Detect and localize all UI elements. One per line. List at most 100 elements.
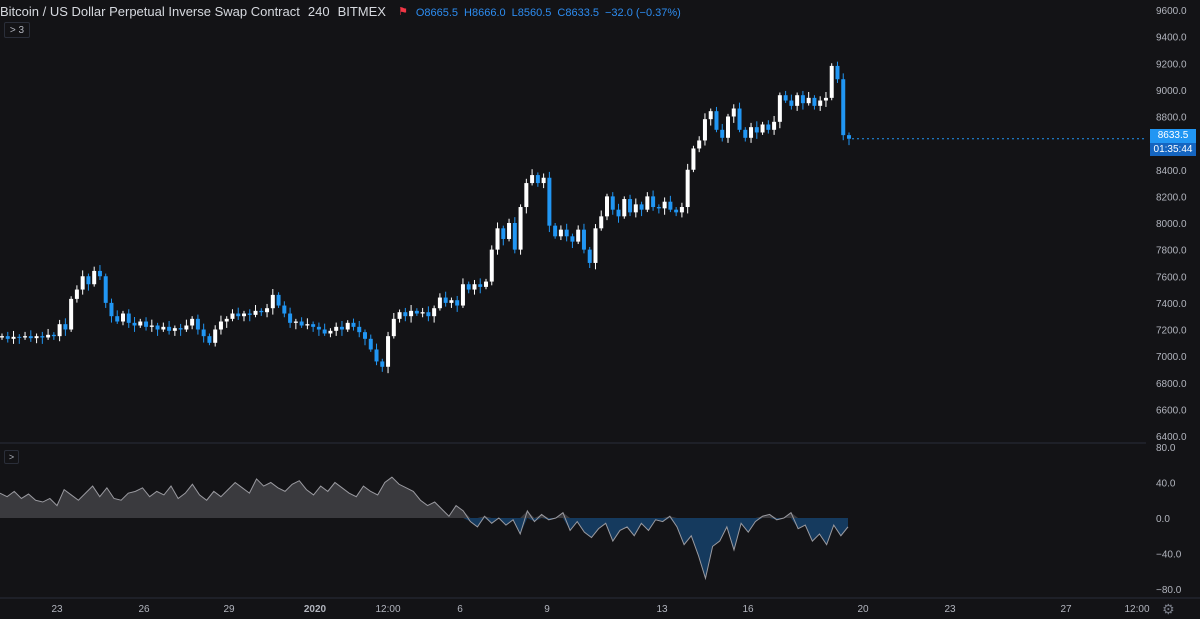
candle (668, 195, 673, 213)
indicator-series (0, 476, 849, 581)
candle-body (478, 284, 483, 287)
candle (213, 325, 218, 347)
candle (138, 318, 143, 328)
indicator-tick-label: 40.0 (1156, 479, 1176, 490)
candle (501, 225, 506, 246)
candle-body (783, 95, 788, 101)
price-tick-label: 9400.0 (1156, 33, 1187, 44)
candle (547, 171, 552, 233)
candle (818, 96, 823, 111)
indicators-toggle-button[interactable]: > 3 (4, 22, 30, 38)
time-tick-label: 2020 (304, 604, 327, 615)
candle-body (731, 108, 736, 117)
price-tick-label: 9600.0 (1156, 6, 1187, 17)
candle-body (339, 326, 344, 330)
candle (737, 102, 742, 133)
candle-body (541, 177, 546, 184)
close-value: C8633.5 (557, 6, 599, 19)
candle (345, 320, 350, 332)
candle-body (380, 361, 385, 367)
interval-label[interactable]: 240 (307, 3, 330, 19)
candle (247, 309, 252, 322)
candle-body (322, 329, 327, 334)
candle (184, 319, 189, 332)
candle-body (276, 294, 281, 306)
candle (80, 270, 85, 295)
candle (230, 309, 235, 322)
price-tick-label: 9000.0 (1156, 86, 1187, 97)
candle (40, 331, 45, 344)
candle (800, 90, 805, 110)
candle (812, 95, 817, 110)
candle (720, 123, 725, 142)
candle (103, 273, 108, 308)
exchange-label[interactable]: BITMEX (337, 3, 386, 19)
candle-body (547, 177, 552, 226)
gear-icon[interactable]: ⚙ (1162, 601, 1175, 617)
time-tick-label: 26 (138, 604, 150, 615)
candle-body (599, 216, 604, 229)
candle-body (253, 310, 258, 315)
candle (616, 203, 621, 223)
candle (789, 94, 794, 110)
candle-body (11, 336, 16, 339)
candle (92, 266, 97, 287)
candle (414, 308, 419, 316)
indicator-tick-label: 80.0 (1156, 443, 1176, 454)
candle (823, 92, 828, 107)
candle (334, 322, 339, 336)
price-tick-label: 7600.0 (1156, 272, 1187, 283)
indicator-pane-toggle-button[interactable]: > (4, 450, 19, 464)
candle (743, 127, 748, 142)
candle-body (368, 338, 373, 350)
candle-body (224, 318, 229, 322)
candle (697, 136, 702, 153)
symbol-title[interactable]: Bitcoin / US Dollar Perpetual Inverse Sw… (0, 3, 300, 19)
candle (322, 323, 327, 336)
price-tick-label: 8200.0 (1156, 192, 1187, 203)
candle (806, 92, 811, 106)
flag-icon[interactable]: ⚑ (397, 5, 408, 18)
candle-body (282, 305, 287, 314)
candle (760, 121, 765, 135)
candle-body (63, 324, 68, 330)
candle-body (230, 313, 235, 319)
ohlc-values: O8665.5 H8666.0 L8560.5 C8633.5 −32.0 (−0.37… (416, 4, 687, 19)
time-tick-label: 27 (1060, 604, 1072, 615)
candle-body (460, 284, 465, 306)
candle (190, 316, 195, 330)
price-tick-label: 6400.0 (1156, 432, 1187, 443)
candle-body (714, 111, 719, 130)
candle-body (628, 199, 633, 213)
candle (270, 289, 275, 315)
candle-body (80, 276, 85, 290)
candle-body (397, 312, 402, 319)
bar-countdown-label: 01:35:44 (1150, 142, 1196, 156)
candle-body (749, 127, 754, 138)
candle (426, 306, 431, 322)
indicator-axis: 80.0 40.0 0.0 −40.0 −80.0 (1156, 443, 1182, 596)
candle-body (97, 270, 102, 277)
candle (564, 223, 569, 242)
candle (535, 172, 540, 187)
candle (679, 202, 684, 218)
candle-body (679, 207, 684, 213)
candle (460, 278, 465, 308)
candle-body (259, 310, 264, 313)
candle (224, 316, 229, 328)
candle (167, 320, 172, 335)
candle-body (495, 228, 500, 250)
candle (403, 307, 408, 322)
change-value: −32.0 (−0.37%) (605, 6, 681, 19)
candle-body (795, 95, 800, 106)
candle (0, 333, 4, 340)
time-tick-label: 23 (944, 604, 956, 615)
candle-body (357, 326, 362, 333)
candle-body (818, 100, 823, 106)
candle-body (409, 310, 414, 317)
candle (783, 90, 788, 103)
time-axis: 23 26 29 2020 12:00 6 9 13 16 20 23 27 12:00 (51, 604, 1150, 615)
candle (570, 233, 575, 249)
candle (397, 309, 402, 323)
